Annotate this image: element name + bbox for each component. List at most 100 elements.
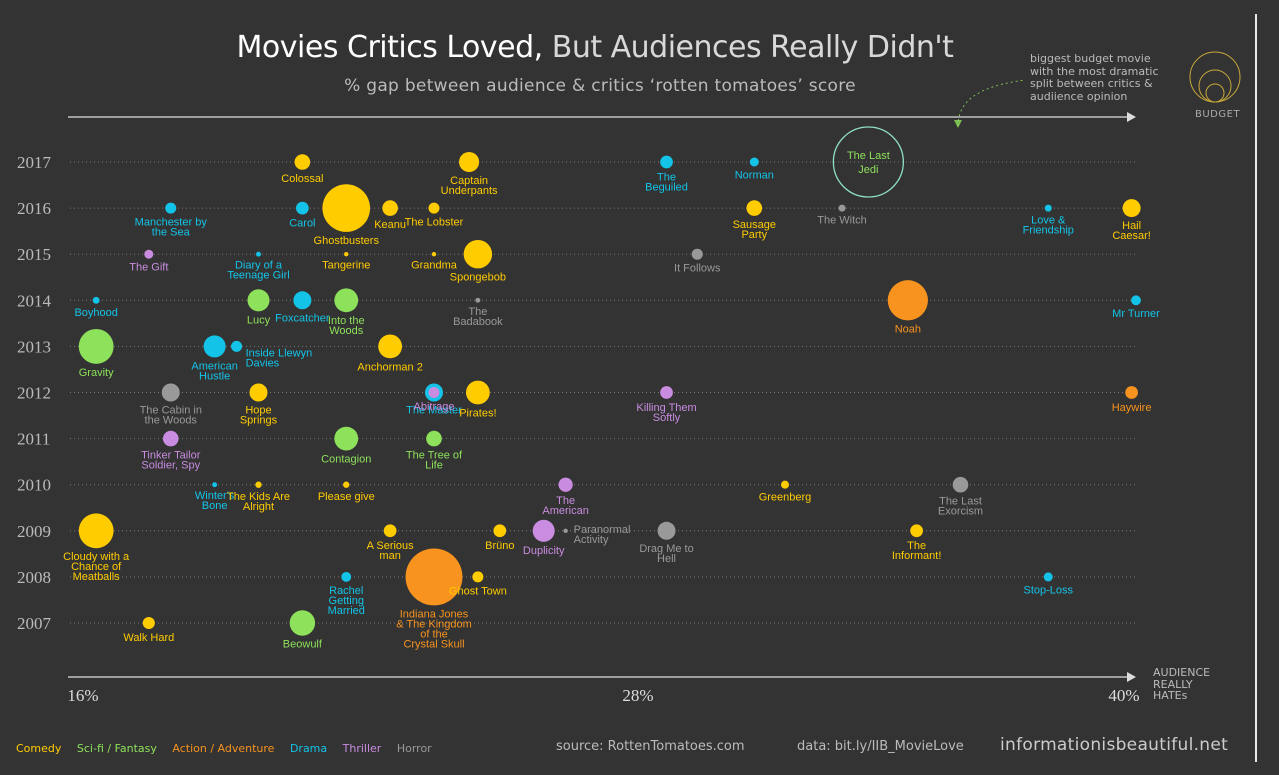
point-label-line: Drag Me to (639, 543, 693, 555)
point-hope-springs[interactable]: Hope Springs (240, 383, 278, 427)
point-label-line: Informant! (892, 550, 942, 562)
point-into-the-woods[interactable]: Into the Woods (328, 288, 365, 337)
year-label-2012: 2012 (17, 384, 51, 403)
point-stop-loss[interactable]: Stop-Loss (1023, 572, 1074, 596)
year-label-2007: 2007 (17, 614, 52, 633)
point-gravity[interactable]: Gravity (78, 328, 114, 379)
point-abitrage[interactable]: Abitrage (414, 386, 455, 413)
point-spongebob[interactable]: Spongebob (450, 239, 506, 283)
point-br-no[interactable]: Brüno (485, 524, 514, 552)
point-boyhood[interactable]: Boyhood (74, 296, 118, 319)
point-beowulf[interactable]: Beowulf (283, 610, 323, 651)
point-label: The Informant! (892, 540, 942, 562)
movie-points: Colossal Captain Underpants The Beguiled Norm… (63, 126, 1160, 651)
point-rachel-getting-married[interactable]: Rachel Getting Married (328, 571, 365, 617)
point-winter-s-bone[interactable]: Winter's Bone (195, 482, 235, 512)
point-label: Spongebob (450, 271, 506, 283)
point-the-kids-are-alright[interactable]: The Kids Are Alright (227, 481, 290, 513)
point-tinker-tailor-soldier-spy[interactable]: Tinker Tailor Soldier, Spy (141, 430, 201, 472)
point-label: Haywire (1112, 402, 1152, 414)
point-label-line: Teenage Girl (227, 270, 289, 282)
annotation-line: with the most dramatic (1030, 64, 1159, 78)
point-drag-me-to-hell[interactable]: Drag Me to Hell (639, 521, 694, 565)
point-the-gift[interactable]: The Gift (129, 249, 168, 274)
point-american-hustle[interactable]: American Hustle (191, 335, 238, 382)
brand-link[interactable]: informationisbeautiful.net (1000, 735, 1229, 755)
point-the-last-exorcism[interactable]: The Last Exorcism (938, 476, 983, 518)
point-ghostbusters[interactable]: Ghostbusters (314, 184, 380, 247)
point-noah[interactable]: Noah (887, 280, 928, 335)
point-walk-hard[interactable]: Walk Hard (123, 616, 174, 644)
point-the-american[interactable]: The American (542, 477, 589, 517)
point-carol[interactable]: Carol (289, 201, 316, 230)
point-the-lobster[interactable]: The Lobster (405, 202, 464, 229)
point-ghost-town[interactable]: Ghost Town (449, 571, 507, 597)
point-label-line: Crystal Skull (403, 638, 464, 650)
legend-comedy: Comedy (16, 742, 62, 755)
point-keanu[interactable]: Keanu (374, 200, 406, 231)
point-a-serious-man[interactable]: A Serious man (367, 524, 415, 562)
point-bubble (162, 430, 179, 447)
point-the-cabin-in-the-woods[interactable]: The Cabin in the Woods (140, 383, 202, 427)
point-tangerine[interactable]: Tangerine (322, 252, 370, 271)
point-label: Gravity (79, 367, 114, 379)
point-label: Ghostbusters (314, 235, 380, 247)
point-cloudy-with-a-chance-of-meatballs[interactable]: Cloudy with a Chance of Meatballs (63, 513, 130, 583)
point-label-line: Jedi (858, 164, 878, 176)
point-label: Sausage Party (733, 219, 776, 241)
point-contagion[interactable]: Contagion (321, 426, 371, 466)
year-label-2014: 2014 (17, 291, 52, 310)
point-label-line: Winter's (195, 490, 235, 502)
point-the-witch[interactable]: The Witch (817, 204, 867, 227)
point-love-friendship[interactable]: Love & Friendship (1023, 204, 1074, 237)
point-greenberg[interactable]: Greenberg (759, 480, 812, 504)
point-label-line: Getting (329, 595, 364, 607)
point-manchester-by-the-sea[interactable]: Manchester by the Sea (135, 202, 208, 239)
point-the-last-jedi[interactable]: The Last Jedi (832, 126, 905, 198)
point-paranormal-activity[interactable]: Paranormal Activity (563, 524, 630, 546)
point-haywire[interactable]: Haywire (1112, 386, 1152, 414)
point-norman[interactable]: Norman (735, 157, 774, 182)
point-label-line: Walk Hard (123, 632, 174, 644)
point-label: A Serious man (367, 540, 415, 562)
point-please-give[interactable]: Please give (318, 481, 375, 503)
point-the-beguiled[interactable]: The Beguiled (645, 155, 688, 194)
point-mr-turner[interactable]: Mr Turner (1112, 295, 1160, 320)
point-it-follows[interactable]: It Follows (674, 248, 721, 275)
point-captain-underpants[interactable]: Captain Underpants (441, 151, 498, 197)
point-bubble (142, 616, 155, 630)
point-label-line: Captain (450, 175, 488, 187)
point-label-line: Diary of a (235, 260, 283, 272)
point-the-informant[interactable]: The Informant! (892, 524, 942, 562)
point-grandma[interactable]: Grandma (411, 252, 458, 271)
point-sausage-party[interactable]: Sausage Party (733, 200, 776, 241)
point-inside-llewyn-davies[interactable]: Inside Llewyn Davies (231, 340, 312, 370)
point-label: Keanu (374, 219, 406, 231)
data-link[interactable]: data: bit.ly/IIB_MovieLove (797, 739, 964, 754)
point-diary-of-a-teenage-girl[interactable]: Diary of a Teenage Girl (227, 251, 290, 282)
point-bubble (256, 251, 261, 257)
point-bubble (344, 252, 349, 257)
point-foxcatcher[interactable]: Foxcatcher (275, 291, 330, 324)
point-the-tree-of-life[interactable]: The Tree of Life (406, 430, 463, 472)
point-bubble (493, 524, 507, 538)
point-bubble (289, 610, 316, 636)
point-label: The Witch (817, 215, 867, 227)
point-indiana-jones-the-kingdom-of-the-crystal-skull[interactable]: Indiana Jones & The Kingdom of the Crystal … (396, 548, 472, 650)
point-bubble (657, 521, 676, 540)
point-label: Tinker Tailor Soldier, Spy (141, 449, 201, 471)
point-bubble (558, 477, 573, 492)
point-label-line: Boyhood (74, 307, 117, 319)
point-bubble (428, 202, 440, 214)
point-pirates[interactable]: Pirates! (459, 380, 497, 420)
point-lucy[interactable]: Lucy (247, 289, 271, 326)
point-label-line: Abitrage (414, 401, 455, 413)
point-duplicity[interactable]: Duplicity (523, 519, 565, 557)
point-the-badabook[interactable]: The Badabook (453, 297, 503, 328)
point-killing-them-softly[interactable]: Killing Them Softly (636, 386, 697, 424)
point-colossal[interactable]: Colossal (281, 154, 323, 185)
point-hail-caesar[interactable]: Hail Caesar! (1112, 199, 1151, 242)
point-anchorman-2[interactable]: Anchorman 2 (357, 334, 423, 373)
point-label: Please give (318, 491, 375, 503)
point-label: Pirates! (459, 407, 496, 419)
